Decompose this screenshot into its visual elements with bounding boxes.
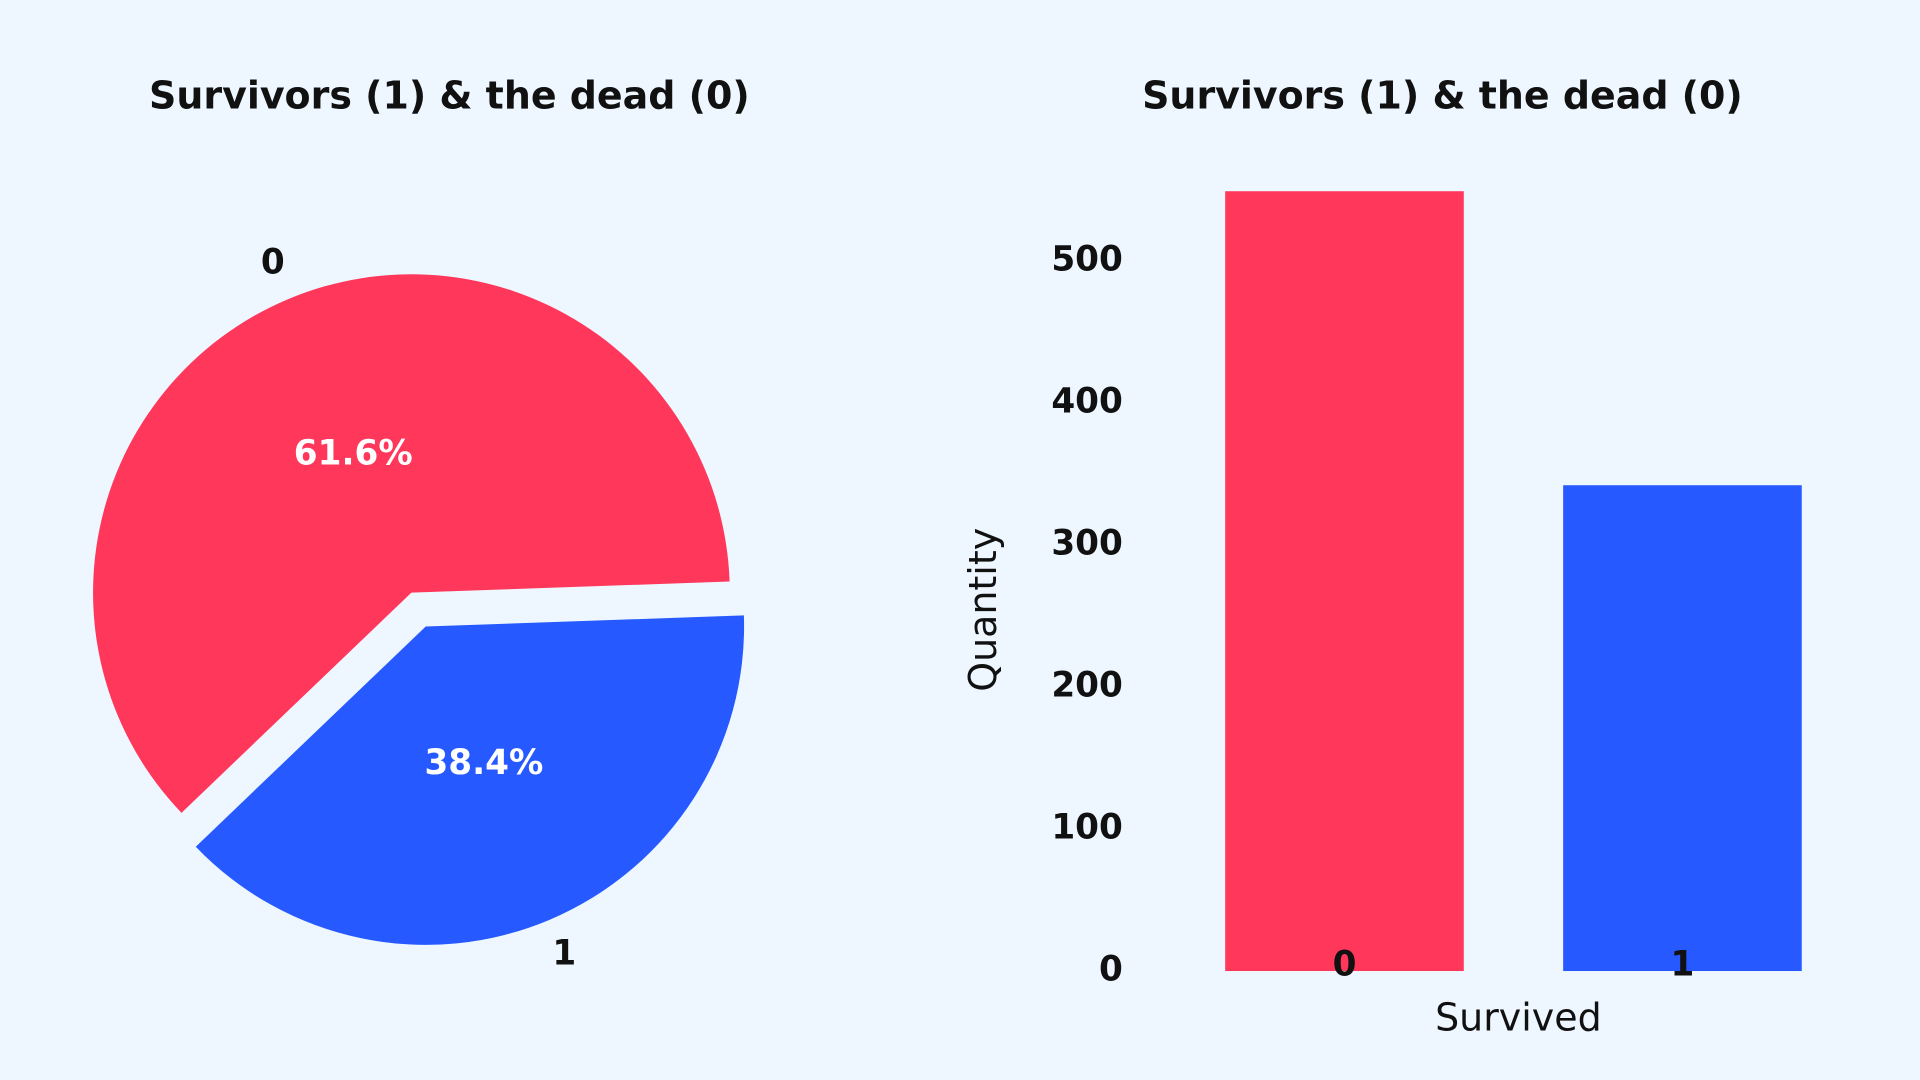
y-tick-label: 500: [1051, 239, 1123, 279]
x-tick-label: 1: [1671, 945, 1695, 985]
bar: [1225, 191, 1464, 972]
pie-slice: [93, 274, 730, 813]
pie-category-label: 0: [261, 243, 285, 283]
y-tick-label: 200: [1051, 665, 1123, 705]
y-tick-label: 100: [1051, 807, 1123, 847]
pie-slice: [195, 615, 745, 945]
pie-category-label: 1: [552, 934, 576, 974]
pie-title: Survivors (1) & the dead (0): [149, 73, 750, 117]
x-axis-label: Survived: [1435, 995, 1602, 1039]
bar: [1563, 485, 1802, 972]
y-tick-label: 0: [1099, 950, 1123, 990]
y-tick-label: 300: [1051, 523, 1123, 563]
x-tick-label: 0: [1333, 945, 1357, 985]
pie-value-label: 61.6%: [294, 433, 413, 473]
pie-value-label: 38.4%: [424, 743, 543, 783]
y-tick-label: 400: [1051, 381, 1123, 421]
y-axis-label: Quantity: [961, 528, 1005, 692]
bar-title: Survivors (1) & the dead (0): [1142, 73, 1743, 117]
